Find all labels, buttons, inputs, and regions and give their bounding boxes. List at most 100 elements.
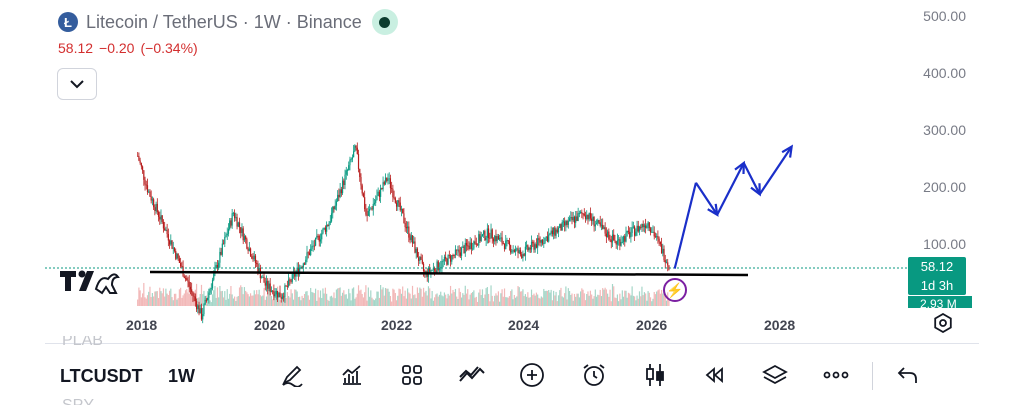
alert-button[interactable] [580,361,608,389]
candle-body [592,216,594,222]
volume-bar [432,300,434,306]
more-button[interactable] [822,361,850,389]
candle-body [599,222,601,226]
candle-body [550,230,552,234]
candle-body [399,202,401,211]
y-tick-label: 200.00 [923,179,966,195]
candle-body [475,243,477,245]
drawing-tool-button[interactable] [278,361,306,389]
compare-button[interactable] [458,361,486,389]
candle-body [155,203,157,212]
next-symbol[interactable]: SPY [62,397,94,405]
volume-bar [370,290,372,306]
candle-body [595,223,598,225]
candle-body [180,262,182,267]
volume-bar [189,288,192,306]
volume-bar [647,291,649,306]
candle-body [581,211,583,214]
candle-body [565,221,567,226]
candle-body [171,240,173,249]
settings-icon[interactable] [933,312,953,338]
volume-bar [188,293,190,306]
indicators-button[interactable] [338,361,366,389]
add-button[interactable] [518,361,546,389]
volume-bar [395,300,398,306]
volume-bar [641,286,643,306]
candle-body [230,220,232,226]
candle-body [621,241,623,243]
candle-body [166,229,168,235]
candle-body [584,215,587,219]
volume-bar [238,287,241,306]
price-change-pct: (−0.34%) [140,40,198,56]
chart-title[interactable]: Litecoin / TetherUS · 1W · Binance [86,11,362,32]
volume-bar [388,291,390,306]
volume-bar [533,293,535,306]
candle-body [598,220,600,223]
volume-bar [177,298,179,306]
candle-body [533,243,535,250]
volume-bar [572,300,574,306]
lightning-icon[interactable]: ⚡ [663,278,687,302]
candle-body [397,200,399,207]
volume-bar [485,288,487,306]
volume-bar [148,291,150,306]
candle-body [183,276,185,279]
volume-bar [478,292,480,306]
candle-body [359,168,361,178]
volume-bar [267,287,269,306]
candle-body [161,215,163,222]
volume-bar [422,287,425,306]
volume-bar [380,284,382,306]
volume-bar [594,289,596,306]
undo-button[interactable] [894,361,922,389]
volume-bar [160,291,162,306]
candle-body [407,226,409,229]
candle-body [344,174,346,186]
volume-bar [371,297,373,306]
volume-bar [198,297,200,306]
interval-button[interactable]: 1W [168,366,195,386]
volume-bar [171,297,173,306]
chart-type-button[interactable] [641,361,669,389]
candle-body [463,246,465,254]
volume-bar [577,293,579,306]
volume-bar [440,291,442,306]
volume-bar [611,284,614,306]
volume-bar [263,287,265,306]
candle-body [380,188,382,197]
layers-button[interactable] [761,361,789,389]
candle-body [324,227,327,232]
volume-bar [310,287,312,306]
candle-body [173,247,176,251]
market-status-icon[interactable] [371,9,398,35]
volume-bar [270,296,273,306]
candle-body [274,294,276,297]
candle-body [624,236,626,242]
replay-button[interactable] [700,361,728,389]
candle-body [603,227,605,229]
candle-body [269,283,271,292]
volume-bar [400,293,403,306]
layout-button[interactable] [398,361,426,389]
volume-bar [410,298,412,306]
candle-body [622,236,625,242]
candle-body [150,196,152,201]
prev-symbol[interactable]: PLAB [62,336,103,348]
symbol-button[interactable]: LTCUSDT [60,366,143,386]
volume-bar [632,295,634,306]
collapse-button[interactable] [57,68,97,100]
candle-body [209,289,211,293]
candle-body [261,277,263,279]
candle-body [241,228,243,233]
candle-body [597,220,599,224]
candle-body [530,241,533,250]
candle-body [192,291,194,296]
volume-bar [350,300,352,306]
candle-body [454,249,457,256]
price-chart[interactable] [0,0,1024,340]
candle-body [555,229,557,236]
candle-body [445,256,447,259]
projection-arrowhead [750,183,761,197]
candle-body [252,258,254,260]
